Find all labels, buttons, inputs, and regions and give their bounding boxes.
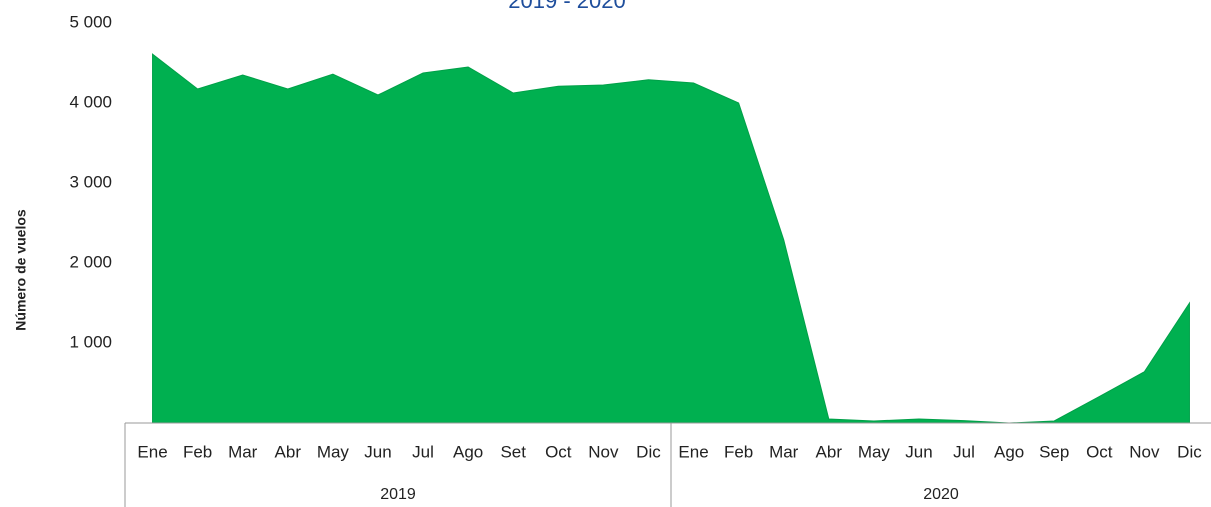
x-tick-label: Ago — [453, 442, 483, 461]
x-tick-label: Oct — [545, 442, 572, 461]
x-tick-label: Set — [500, 442, 526, 461]
x-tick-label: Ene — [678, 442, 708, 461]
x-tick-label: Feb — [724, 442, 753, 461]
x-tick-label: Jul — [412, 442, 434, 461]
x-tick-label: Ago — [994, 442, 1024, 461]
y-tick-label: 3 000 — [69, 172, 112, 191]
x-tick-label: May — [858, 442, 891, 461]
x-tick-label: Abr — [275, 442, 302, 461]
x-tick-label: Nov — [1129, 442, 1160, 461]
y-tick-label: 2 000 — [69, 252, 112, 271]
y-tick-label: 1 000 — [69, 332, 112, 351]
y-axis-label: Número de vuelos — [13, 209, 29, 331]
x-tick-label: Nov — [588, 442, 619, 461]
x-tick-label: Feb — [183, 442, 212, 461]
x-tick-label: Sep — [1039, 442, 1069, 461]
x-tick-label: Ene — [137, 442, 167, 461]
x-tick-label: May — [317, 442, 350, 461]
x-tick-label: Jun — [905, 442, 932, 461]
x-tick-label: Mar — [769, 442, 799, 461]
x-tick-label: Oct — [1086, 442, 1113, 461]
x-tick-label: Dic — [1177, 442, 1202, 461]
chart-title: 2019 - 2020 — [508, 0, 625, 13]
x-tick-label: Jun — [364, 442, 391, 461]
x-tick-label: Jul — [953, 442, 975, 461]
x-tick-label: Dic — [636, 442, 661, 461]
group-label: 2019 — [380, 486, 416, 503]
x-tick-label: Mar — [228, 442, 258, 461]
y-tick-label: 4 000 — [69, 92, 112, 111]
y-tick-label: 5 000 — [69, 12, 112, 31]
group-label: 2020 — [923, 486, 959, 503]
x-tick-label: Abr — [816, 442, 843, 461]
area — [152, 53, 1190, 424]
